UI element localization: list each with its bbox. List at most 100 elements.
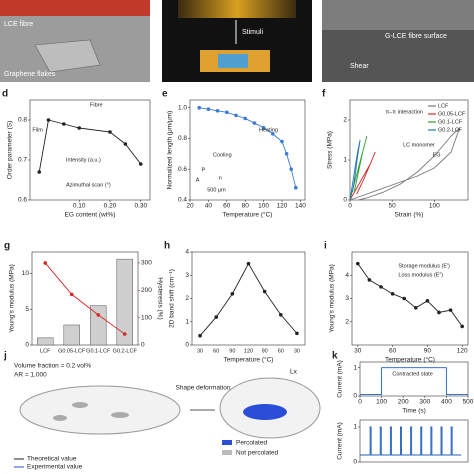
panel-label: e [162, 89, 168, 100]
x-tick-label: 100 [258, 203, 269, 210]
plot-frame [191, 251, 306, 346]
x-tick-label: 90 [229, 348, 235, 354]
y-tick-label: 0.6 [18, 197, 27, 204]
x-tick-label: 100 [376, 399, 387, 406]
data-point [246, 261, 251, 266]
image-a-fibre [0, 0, 150, 16]
annotation: Loss modulus (E″) [398, 273, 443, 279]
x-axis-label: Temperature (°C) [223, 211, 273, 219]
data-point [425, 299, 430, 303]
y-tick-label: 0 [343, 197, 347, 204]
panel-label: i [324, 241, 327, 252]
annotation: LC monomer [403, 142, 435, 148]
y-tick-label: 10 [22, 270, 30, 277]
data-point [379, 285, 383, 289]
x-tick-label: 300 [419, 399, 430, 406]
x-tick-label: 120 [277, 203, 288, 210]
x-tick-label: G0.1-LCF [86, 348, 111, 354]
cylinder [19, 385, 181, 435]
panel-label: g [4, 241, 10, 252]
y-tick-label: 2 [343, 117, 347, 124]
y-tick-label: 0 [353, 459, 357, 466]
annotation: π–π interaction [385, 109, 423, 115]
legend-text: G0.2-LCF [438, 127, 463, 133]
x-axis-label: Time (s) [402, 408, 426, 415]
data-point [37, 170, 42, 174]
bar [90, 305, 107, 346]
y2-tick-label: 0 [141, 342, 145, 349]
x-tick-label: 0.20 [104, 203, 117, 210]
series-line [360, 426, 462, 456]
annotation: Cooling [213, 152, 232, 158]
data-point [262, 289, 267, 294]
data-point [122, 332, 127, 336]
annotation: Storage modulus (E′) [398, 263, 450, 269]
x-tick-label: 120 [457, 348, 468, 355]
data-point [289, 167, 294, 172]
y-tick-label: 0 [185, 342, 189, 349]
data-point [214, 315, 219, 319]
image-label: Shear [350, 63, 369, 70]
y-axis-label: Young's modulus (MPa) [329, 264, 336, 333]
x-tick-label: 0 [358, 399, 362, 406]
fibre-surface [322, 30, 474, 82]
annotation: Film [32, 127, 43, 133]
data-point [46, 118, 51, 122]
particle [53, 415, 67, 421]
y-axis-label: 2D band shift (cm⁻¹) [169, 269, 176, 328]
y-tick-label: 2 [185, 295, 189, 302]
bar [116, 258, 133, 346]
fibre-after-colour [218, 54, 248, 68]
x-tick-label: 500 [463, 399, 474, 406]
annotation: 500 μm [207, 187, 226, 193]
y2-axis-label: Hysteresis (%) [156, 277, 163, 319]
x-tick-label: LCF [40, 348, 51, 354]
bar [63, 324, 80, 346]
plot-frame [31, 251, 139, 346]
y-tick-label: 1 [343, 157, 347, 164]
x-tick-label: 0.10 [73, 203, 86, 210]
y-axis-label: Current (mA) [337, 422, 344, 460]
diagram-text: Volume fraction = 0.2 vol% [14, 363, 91, 370]
percolated-cluster [243, 404, 287, 420]
image-label: Stimuli [242, 29, 263, 36]
annotation: P [202, 167, 206, 173]
data-point [215, 108, 220, 113]
annotation: Heating [259, 127, 278, 133]
data-point [243, 116, 247, 121]
x-tick-label: 400 [441, 399, 452, 406]
legend-text: Theoretical value [27, 456, 77, 463]
data-point [414, 306, 418, 310]
data-point [197, 105, 201, 110]
x-tick-label: 30 [354, 348, 362, 355]
x-tick-label: 90 [262, 348, 268, 354]
y-tick-label: 4 [185, 249, 189, 256]
series-line [349, 139, 361, 201]
annotation: Contracted state [392, 371, 432, 377]
plot-frame [189, 99, 306, 201]
x-tick-label: 30 [294, 348, 300, 354]
x-axis-label: Strain (%) [395, 212, 424, 219]
data-point [138, 162, 143, 166]
diagram-text: AR = 1,000 [14, 372, 47, 379]
y-tick-label: 3 [185, 272, 189, 279]
panel-label: d [2, 89, 8, 100]
legend-text: G0.05-LCF [438, 111, 466, 117]
data-point [225, 110, 229, 115]
x-tick-label: 60 [278, 348, 284, 354]
y-tick-label: 1 [353, 424, 357, 431]
data-point [284, 152, 289, 156]
panel-label: f [322, 89, 326, 100]
y-axis-label: Current (mA) [337, 360, 344, 398]
data-point [295, 331, 299, 336]
plot-frame [349, 99, 469, 201]
y-tick-label: 0 [25, 342, 29, 349]
series-line [38, 119, 142, 173]
legend-swatch [222, 450, 232, 455]
legend-swatch [222, 440, 232, 445]
data-point [62, 122, 66, 126]
legend-text: LCF [438, 103, 449, 109]
legend-text: G0.1-LCF [438, 119, 463, 125]
flake [34, 39, 101, 73]
